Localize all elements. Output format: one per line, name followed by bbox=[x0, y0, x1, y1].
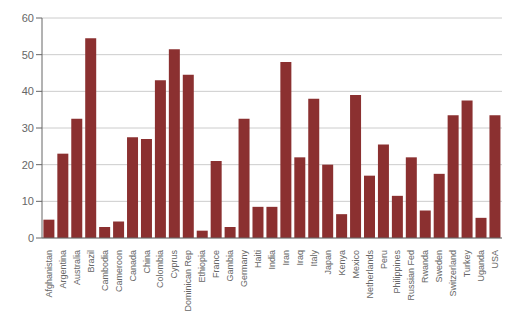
svg-text:Uganda: Uganda bbox=[476, 250, 486, 282]
svg-text:Argentina: Argentina bbox=[58, 250, 68, 289]
svg-text:Italy: Italy bbox=[309, 250, 319, 267]
svg-text:Germany: Germany bbox=[239, 250, 249, 288]
svg-text:Canada: Canada bbox=[128, 250, 138, 282]
svg-text:Brazil: Brazil bbox=[86, 250, 96, 273]
svg-text:Colombia: Colombia bbox=[155, 250, 165, 288]
svg-text:30: 30 bbox=[22, 122, 34, 134]
svg-text:India: India bbox=[267, 250, 277, 270]
svg-text:10: 10 bbox=[22, 195, 34, 207]
svg-text:Kenya: Kenya bbox=[337, 250, 347, 276]
svg-text:Japan: Japan bbox=[323, 250, 333, 275]
svg-text:Peru: Peru bbox=[379, 250, 389, 269]
svg-text:Mexico: Mexico bbox=[351, 250, 361, 279]
svg-text:40: 40 bbox=[22, 85, 34, 97]
svg-text:France: France bbox=[211, 250, 221, 278]
svg-text:Cambodia: Cambodia bbox=[100, 250, 110, 291]
svg-text:Ethiopia: Ethiopia bbox=[197, 250, 207, 283]
svg-text:Netherlands: Netherlands bbox=[365, 250, 375, 299]
svg-text:Haiti: Haiti bbox=[253, 250, 263, 268]
svg-text:Turkey: Turkey bbox=[462, 250, 472, 278]
svg-text:Cameroon: Cameroon bbox=[114, 250, 124, 292]
svg-text:Dominican Rep: Dominican Rep bbox=[183, 250, 193, 312]
svg-text:0: 0 bbox=[28, 232, 34, 244]
svg-text:Iraq: Iraq bbox=[295, 250, 305, 266]
svg-text:Rwanda: Rwanda bbox=[420, 250, 430, 283]
svg-text:Sweden: Sweden bbox=[434, 250, 444, 283]
svg-text:USA: USA bbox=[490, 250, 500, 269]
svg-text:Cyprus: Cyprus bbox=[169, 250, 179, 279]
svg-text:Iran: Iran bbox=[281, 250, 291, 266]
svg-text:Philippines: Philippines bbox=[392, 250, 402, 294]
svg-text:60: 60 bbox=[22, 12, 34, 24]
svg-text:China: China bbox=[142, 250, 152, 274]
svg-text:Australia: Australia bbox=[72, 250, 82, 285]
svg-text:Afghanistan: Afghanistan bbox=[44, 250, 54, 298]
svg-text:Gambia: Gambia bbox=[225, 250, 235, 282]
svg-text:20: 20 bbox=[22, 159, 34, 171]
svg-text:Switzerland: Switzerland bbox=[448, 250, 458, 297]
svg-text:50: 50 bbox=[22, 49, 34, 61]
svg-text:Russian Fed: Russian Fed bbox=[406, 250, 416, 301]
